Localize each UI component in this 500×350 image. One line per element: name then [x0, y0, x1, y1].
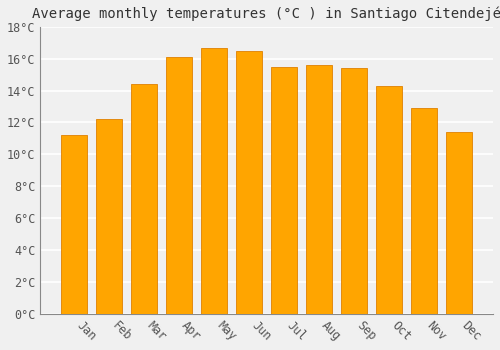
Bar: [376, 86, 402, 314]
Title: Average monthly temperatures (°C ) in Santiago Citendejé: Average monthly temperatures (°C ) in Sa…: [32, 7, 500, 21]
Bar: [166, 57, 192, 314]
Bar: [236, 51, 262, 314]
Bar: [201, 48, 228, 314]
Bar: [411, 108, 438, 314]
Bar: [306, 65, 332, 314]
Bar: [61, 135, 87, 314]
Bar: [271, 66, 297, 314]
Bar: [341, 68, 367, 314]
Bar: [96, 119, 122, 314]
Bar: [131, 84, 157, 314]
Bar: [446, 132, 472, 314]
